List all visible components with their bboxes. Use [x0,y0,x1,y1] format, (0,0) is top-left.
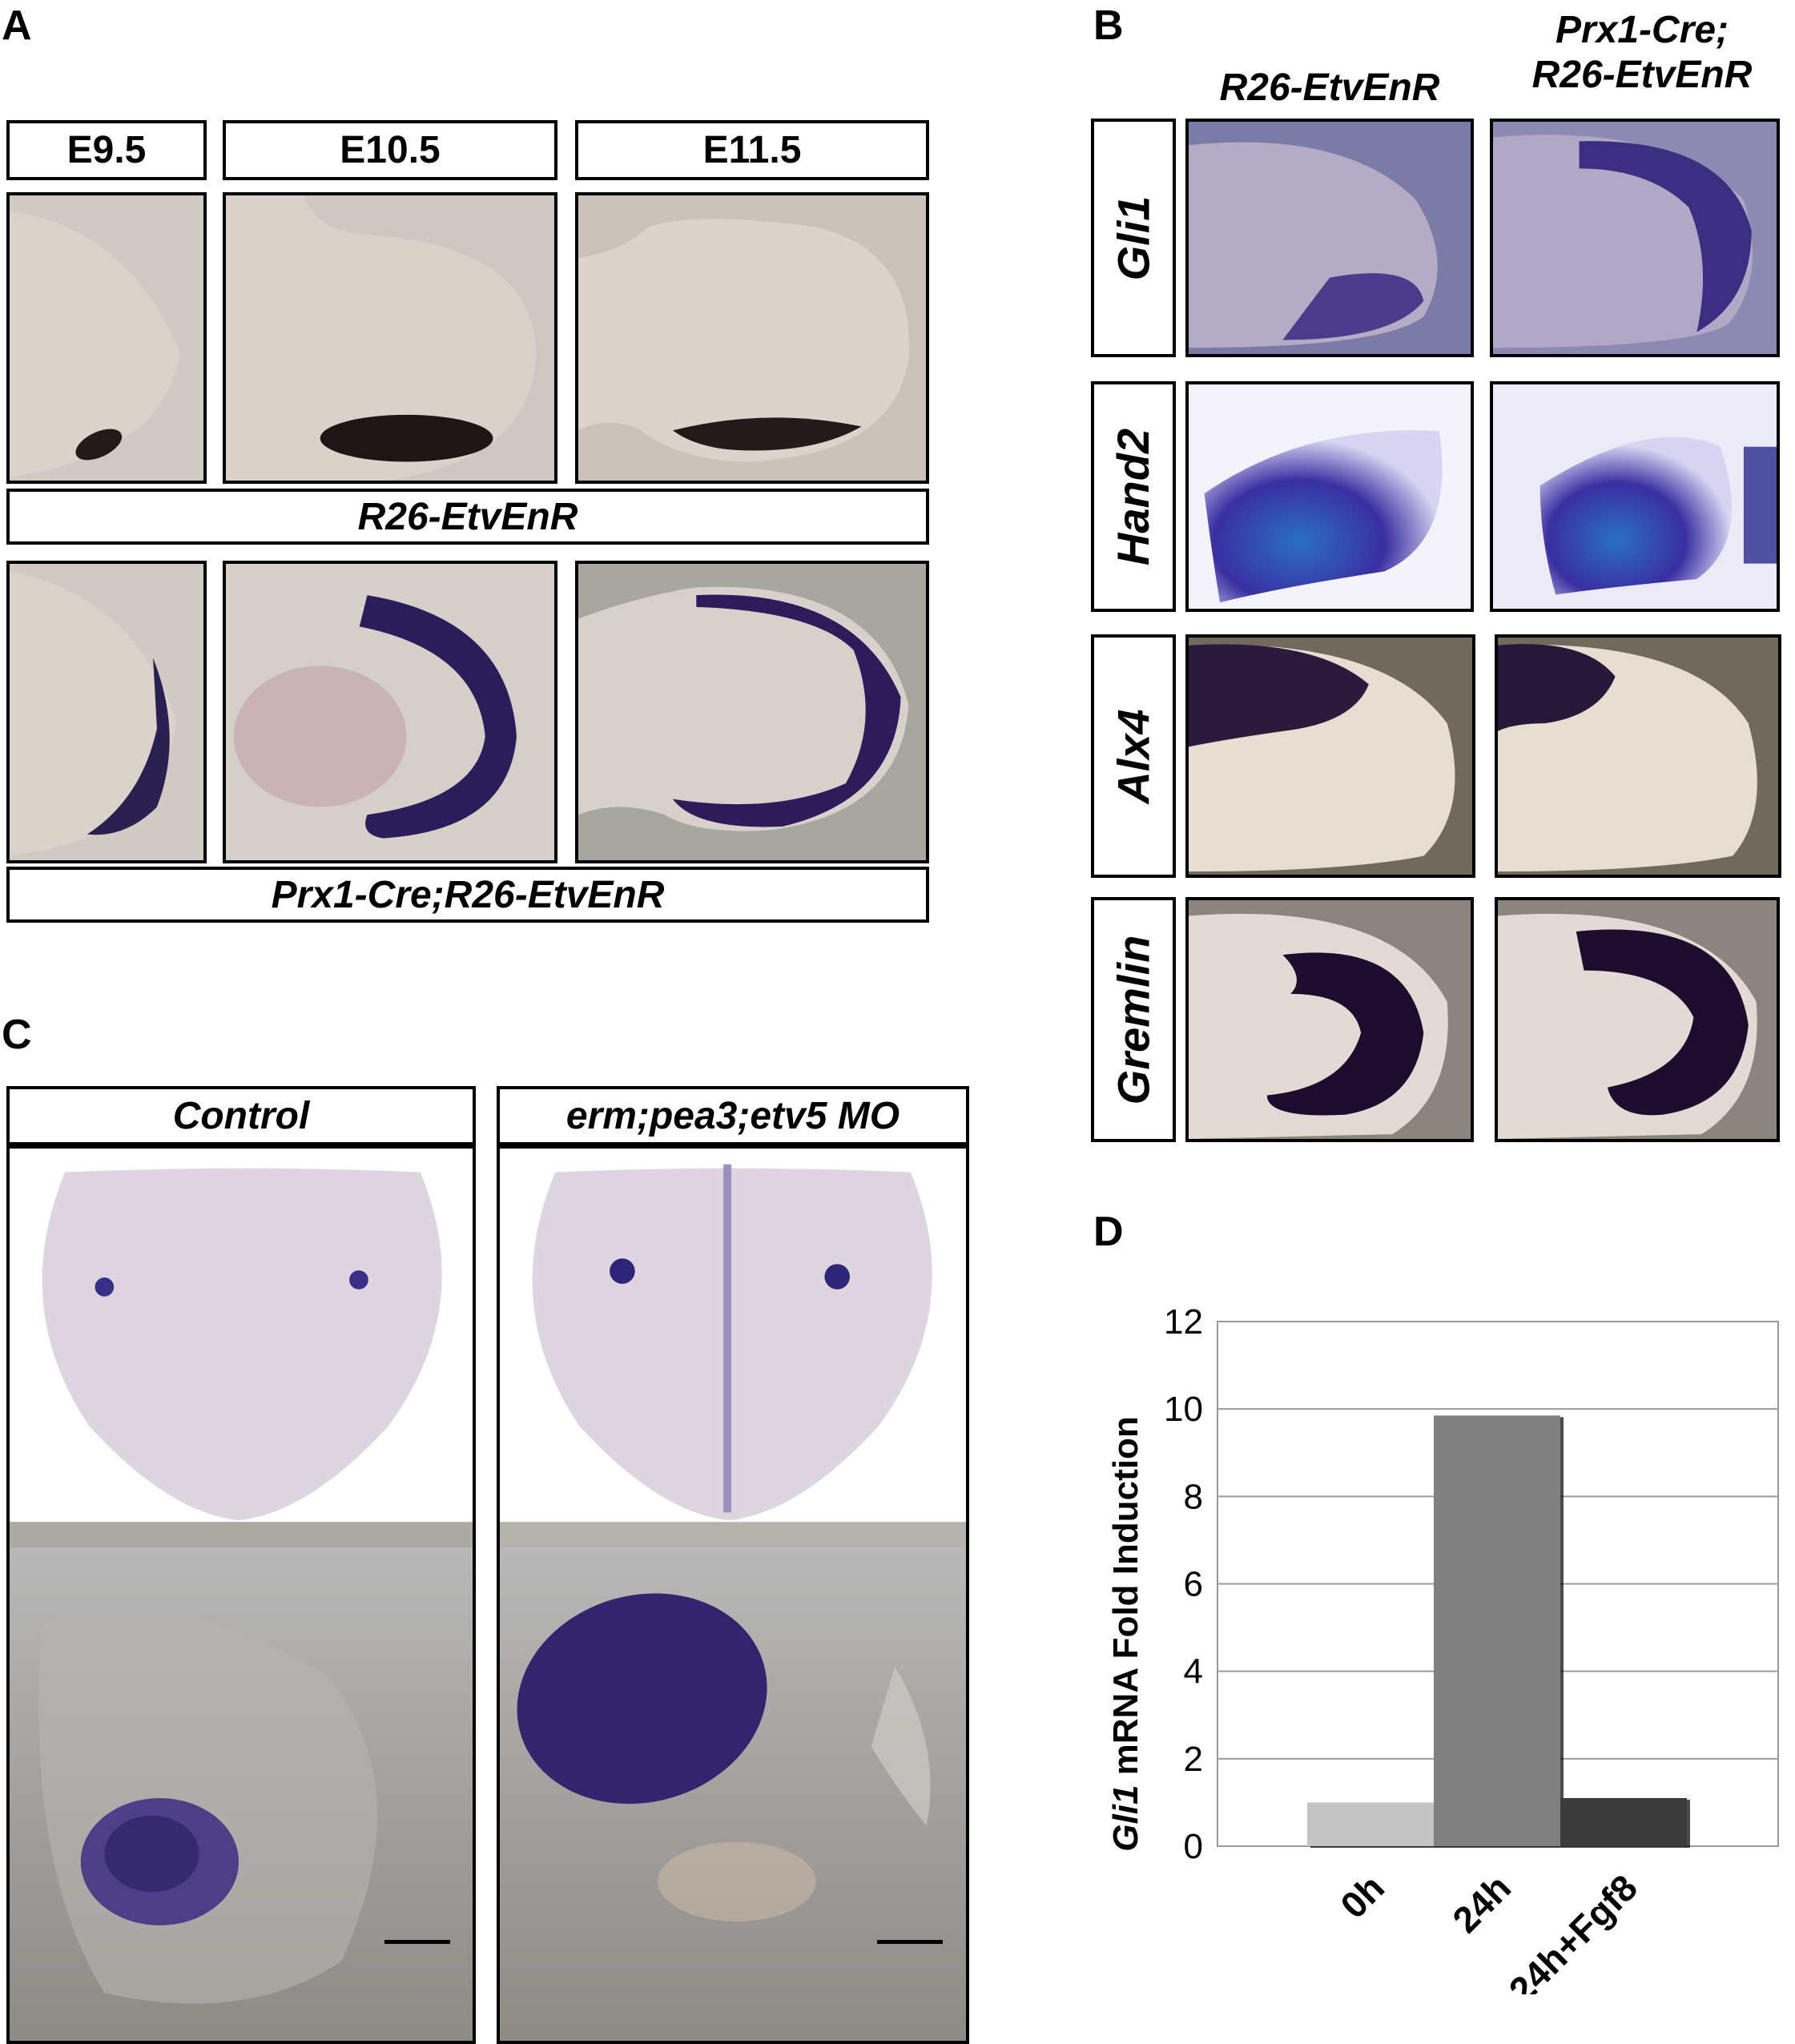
alx4-image-control [1185,634,1475,878]
gene-label-gli1: Gli1 [1091,119,1176,357]
x-tick-label: 0h [1332,1866,1392,1926]
limb-image-mutant-e10-5 [223,561,557,863]
gli1-image-control [1185,119,1474,357]
y-tick-label: 2 [1184,1740,1203,1779]
limb-image-mutant-e9-5 [6,561,207,863]
chart-bars [1307,1415,1690,1848]
limb-image-mutant-e11-5 [575,561,929,863]
column-label-morpholino: erm;pea3;etv5 MO [497,1086,969,1145]
limb-image-control-e9-5 [6,192,207,484]
hand2-image-control [1185,381,1474,612]
y-axis-label: Gli1 mRNA Fold Induction [1106,1416,1145,1851]
limb-image-control-e10-5 [223,192,557,484]
bar-24h-fgf8 [1560,1797,1687,1846]
bar-24h [1434,1415,1560,1846]
embryo-closeup-control [6,1547,476,2044]
panel-b-letter: B [1093,2,1124,49]
gremlin-image-control [1185,897,1474,1142]
scale-bar [877,1940,943,1944]
limb-image-control-e11-5 [575,192,929,484]
gremlin-image-mutant [1495,897,1780,1142]
y-axis-label-rest: mRNA Fold Induction [1106,1416,1145,1784]
bar-0h [1307,1802,1434,1846]
y-tick-label: 10 [1164,1390,1203,1429]
column-title-line-2: R26-EtvEnR [1531,54,1753,96]
stage-label-e11-5: E11.5 [575,120,929,180]
scale-bar [384,1940,450,1944]
stage-label-e9-5: E9.5 [6,120,207,180]
x-tick-label: 24h [1444,1866,1519,1941]
gli1-image-mutant [1490,119,1780,357]
column-title-prx1-cre-r26-etvenr: Prx1-Cre; R26-EtvEnR [1490,8,1794,98]
panel-d-letter: D [1093,1209,1124,1255]
gene-label-alx4: Alx4 [1091,634,1176,878]
embryo-closeup-morpholino [497,1547,969,2044]
column-label-control: Control [6,1086,476,1145]
gene-label-hand2: Hand2 [1091,381,1176,612]
y-tick-label: 6 [1184,1565,1203,1604]
row-label-prx1-cre-r26-etvenr: Prx1-Cre;R26-EtvEnR [6,867,929,923]
y-tick-label: 12 [1164,1302,1203,1342]
panel-c-letter: C [2,1012,32,1058]
y-axis-label-gene: Gli1 [1106,1785,1145,1852]
gene-label-gremlin: Gremlin [1091,897,1176,1142]
y-tick-label: 4 [1184,1652,1203,1692]
stage-label-e10-5: E10.5 [223,120,557,180]
panel-a-letter: A [2,2,32,49]
y-tick-label: 0 [1184,1827,1203,1866]
x-tick-label: 24h+Fgf8 [1501,1866,1645,1994]
hand2-image-mutant [1490,381,1780,612]
y-tick-label: 8 [1184,1477,1203,1516]
alx4-image-mutant [1495,634,1781,878]
row-label-r26-etvenr: R26-EtvEnR [6,489,929,545]
y-axis-ticks: 0 2 4 6 8 10 12 [1164,1302,1203,1866]
column-title-r26-etvenr: R26-EtvEnR [1219,66,1440,109]
column-title-line-1: Prx1-Cre; [1555,9,1729,51]
